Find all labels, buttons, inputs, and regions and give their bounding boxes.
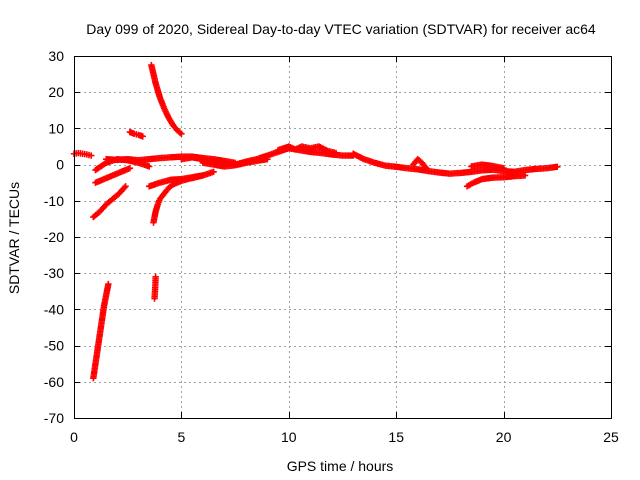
data-point	[139, 133, 146, 140]
data-point	[554, 163, 561, 170]
series-short-segment-minus5	[92, 165, 134, 186]
data-point	[122, 183, 129, 190]
data-point	[178, 130, 185, 138]
data-point	[105, 280, 112, 288]
x-tick-label: 5	[178, 429, 186, 445]
plot-frame	[74, 56, 612, 419]
data-point	[332, 149, 340, 157]
y-tick-label: -10	[44, 193, 64, 209]
series-upper-branch-18-to-20	[468, 161, 507, 172]
data-point	[87, 152, 95, 159]
series-early-near-zero	[70, 149, 95, 159]
y-tick-label: 0	[56, 157, 64, 173]
series-flat-minus6-to-minus3	[145, 172, 207, 190]
series-lower-branch-18-to-21	[463, 172, 529, 190]
tick-labels: 0 5 10 15 20 25 -70 -60 -50 -40 -30 -20 -10 0 10 20 30	[44, 48, 619, 445]
x-tick-label: 15	[388, 429, 404, 445]
x-tick-label: 10	[281, 429, 297, 445]
series-rising-from-minus15	[90, 183, 129, 221]
data-point	[152, 273, 159, 281]
y-tick-label: 10	[48, 120, 64, 136]
x-tick-label: 20	[496, 429, 512, 445]
data-point	[199, 172, 207, 179]
data-point	[126, 165, 134, 172]
data-point	[210, 168, 217, 176]
y-tick-label: 30	[48, 48, 64, 64]
series-band-13-to-23	[350, 150, 561, 177]
y-tick-label: -40	[44, 301, 64, 317]
y-tick-label: -60	[44, 374, 64, 390]
x-tick-label: 0	[70, 429, 78, 445]
series-lower-trace-6-to-9	[199, 155, 271, 170]
series-decreasing-from-27	[148, 61, 185, 138]
series-spike-near-16	[410, 155, 430, 172]
series-vertical-at-3.8	[151, 273, 159, 302]
y-tick-label: -70	[44, 410, 64, 426]
y-axis-label: SDTVAR / TECUs	[6, 182, 22, 294]
data-points	[70, 61, 561, 382]
y-tick-label: -30	[44, 265, 64, 281]
y-tick-label: -50	[44, 338, 64, 354]
y-tick-label: 20	[48, 84, 64, 100]
data-point	[521, 172, 529, 179]
grid-lines	[74, 56, 611, 418]
data-point	[121, 184, 128, 191]
series-steep-negative-arc	[90, 280, 112, 382]
series-upper-wiggle-10-to-12	[274, 143, 340, 157]
data-point	[264, 155, 271, 163]
series-short-at-8	[126, 128, 146, 140]
x-tick-label: 25	[603, 429, 619, 445]
data-point	[145, 163, 153, 170]
chart-title: Day 099 of 2020, Sidereal Day-to-day VTE…	[86, 21, 596, 37]
data-point	[423, 165, 430, 172]
x-axis-label: GPS time / hours	[287, 458, 394, 474]
y-tick-label: -20	[44, 229, 64, 245]
data-point	[500, 165, 507, 172]
